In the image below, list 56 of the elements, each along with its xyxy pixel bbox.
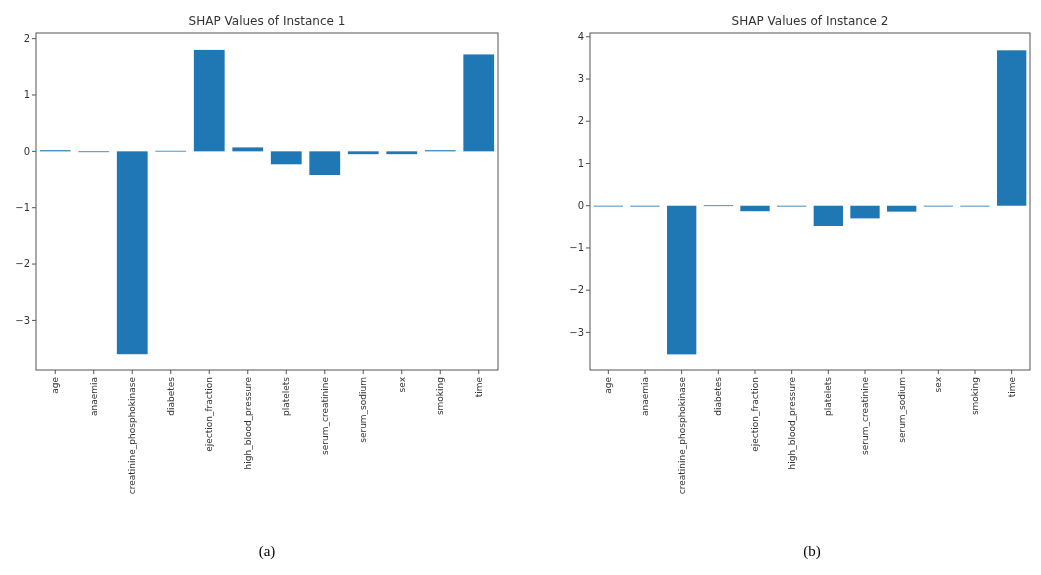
bar [309,151,341,176]
y-tick-label: 4 [577,31,584,42]
bar [740,205,770,212]
y-tick-label: 0 [577,199,584,211]
y-tick-label: −3 [15,314,30,326]
y-tick-label: 3 [577,73,584,85]
x-tick-label: serum_creatinine [860,376,870,455]
bar [116,151,148,355]
bar [997,50,1027,206]
x-tick-label: serum_sodium [358,377,369,443]
bar [850,205,880,219]
x-tick-label: ejection_fraction [204,377,215,452]
y-tick-label: −3 [569,326,584,338]
y-tick-label: −1 [569,242,584,254]
y-tick-label: 0 [23,145,30,157]
bar [232,147,264,152]
x-tick-label: time [1006,376,1017,398]
y-tick-label: −2 [569,284,584,296]
x-tick-label: age [603,376,614,394]
x-tick-label: high_blood_pressure [242,376,253,470]
bar [270,151,302,165]
x-tick-label: time [473,376,484,398]
x-tick-label: anaemia [88,377,99,417]
y-tick-label: 1 [577,157,584,169]
chart-title: SHAP Values of Instance 1 [188,14,346,28]
x-tick-label: age [50,376,61,394]
bar [463,54,495,152]
y-tick-label: −1 [15,201,30,213]
x-tick-label: serum_sodium [896,377,907,443]
bar [347,151,379,155]
x-tick-label: diabetes [713,376,724,416]
bar [887,205,917,212]
y-tick-label: 2 [577,115,584,127]
bar [386,151,418,155]
x-tick-label: platelets [281,376,292,417]
x-tick-label: anaemia [640,377,650,417]
x-tick-label: high_blood_pressure [786,376,797,470]
x-tick-label: diabetes [165,376,176,416]
x-tick-label: smoking [435,377,446,416]
x-tick-label: sex [933,376,944,393]
x-tick-label: platelets [823,376,834,417]
x-tick-label: ejection_fraction [750,377,760,452]
x-tick-label: creatinine_phosphokinase [676,376,687,495]
chart-title: SHAP Values of Instance 2 [731,14,889,28]
text: (a) [258,543,276,560]
y-tick-label: 1 [23,89,30,101]
x-tick-label: sex [396,376,407,393]
text: (b) [803,543,821,560]
y-tick-label: 2 [23,32,30,44]
bar [667,205,697,355]
x-tick-label: smoking [970,377,980,416]
bar [193,49,225,152]
x-tick-label: creatinine_phosphokinase [127,376,138,495]
y-tick-label: −2 [15,258,30,270]
bar [813,205,843,226]
x-tick-label: serum_creatinine [319,376,330,455]
